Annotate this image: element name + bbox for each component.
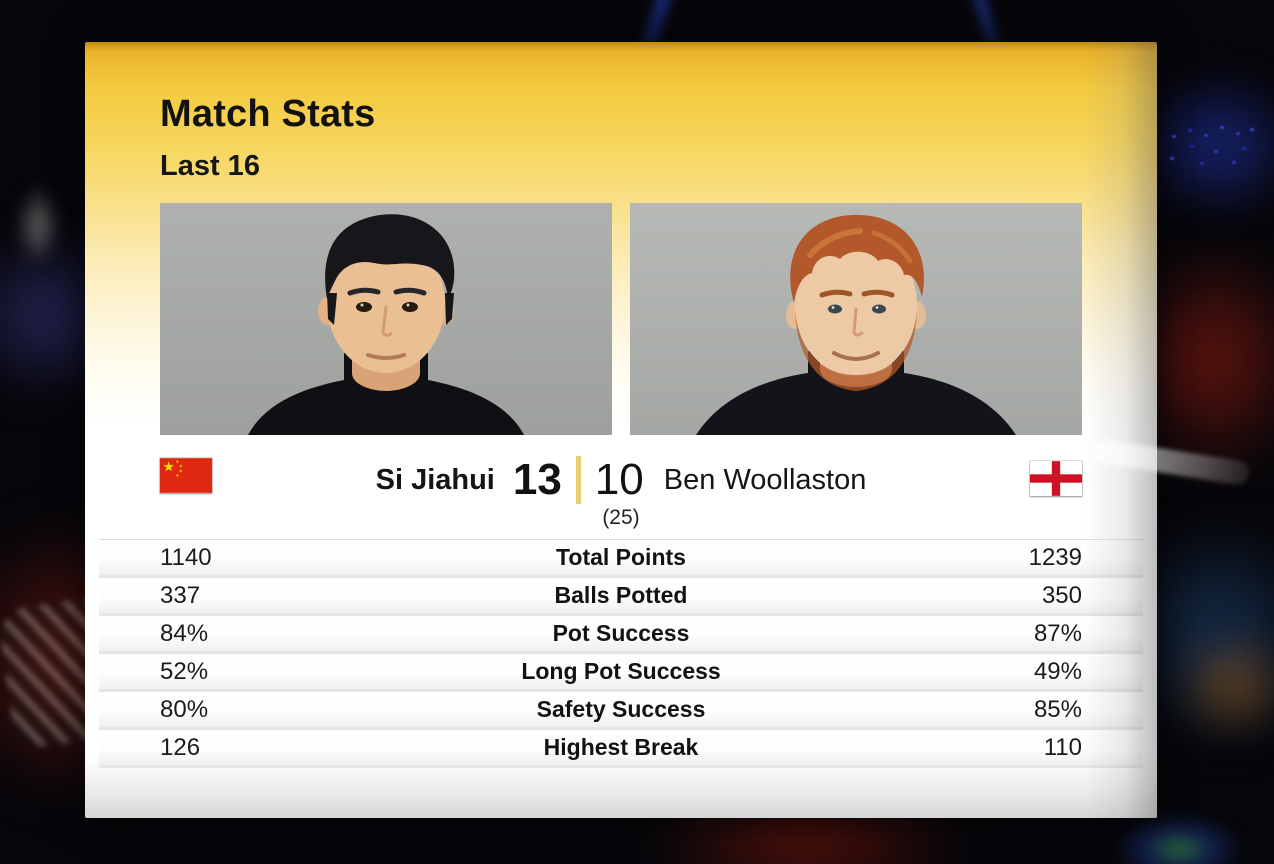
stat-row: 84% Pot Success 87%	[99, 616, 1143, 654]
stat-value-left: 80%	[160, 695, 209, 723]
arena-lights	[1250, 128, 1254, 131]
card-header: Match Stats Last 16	[160, 93, 376, 183]
match-stats-card: Match Stats Last 16	[85, 42, 1157, 818]
score-left: 13	[512, 455, 562, 504]
crowd-figure	[18, 185, 58, 265]
page-title: Match Stats	[160, 93, 376, 135]
card-edge-shade	[1083, 42, 1157, 818]
round-subtitle: Last 16	[160, 149, 260, 182]
stat-value-right: 87%	[1033, 619, 1082, 647]
stat-label: Highest Break	[543, 734, 699, 760]
arena-orange-glow	[1174, 630, 1274, 740]
china-flag	[160, 458, 212, 493]
si-jiahui-portrait	[160, 203, 612, 435]
stat-row: 337 Balls Potted 350	[99, 578, 1143, 616]
stat-value-left: 126	[160, 733, 201, 761]
stat-label: Safety Success	[536, 696, 706, 722]
player-photo-left	[160, 203, 612, 435]
stat-label: Pot Success	[552, 620, 690, 646]
stat-row: 52% Long Pot Success 49%	[99, 654, 1143, 692]
stat-value-right: 49%	[1033, 657, 1082, 685]
ben-woollaston-portrait	[630, 203, 1082, 435]
stat-row: 1140 Total Points 1239	[99, 540, 1143, 578]
china-flag-icon	[160, 458, 212, 493]
stat-value-left: 1140	[160, 543, 212, 571]
player-photo-right	[630, 203, 1082, 435]
stat-label: Balls Potted	[554, 582, 688, 608]
stat-value-right: 350	[1041, 581, 1082, 609]
best-of-note: (25)	[602, 506, 640, 529]
stats-table: 1140 Total Points 1239 337 Balls Potted …	[99, 539, 1143, 768]
player-name-right: Ben Woollaston	[663, 463, 867, 496]
stat-value-left: 52%	[160, 657, 209, 685]
stat-row: 80% Safety Success 85%	[99, 692, 1143, 730]
score-right: 10	[594, 455, 644, 504]
score-line: Si Jiahui 13 10 Ben Woollaston	[85, 454, 1157, 506]
stat-label: Total Points	[556, 544, 686, 570]
stat-value-right: 85%	[1033, 695, 1082, 723]
england-flag-icon	[1030, 461, 1082, 496]
player-name-left: Si Jiahui	[375, 463, 495, 496]
stat-value-right: 1239	[1028, 543, 1082, 571]
stat-row: 126 Highest Break 110	[99, 730, 1143, 768]
stat-label: Long Pot Success	[521, 658, 721, 684]
stat-value-left: 337	[160, 581, 201, 609]
score-divider	[575, 456, 581, 504]
stat-value-left: 84%	[160, 619, 209, 647]
arena-multicolor-glow	[1114, 814, 1244, 864]
england-flag	[1030, 461, 1082, 496]
stat-value-right: 110	[1043, 733, 1082, 761]
